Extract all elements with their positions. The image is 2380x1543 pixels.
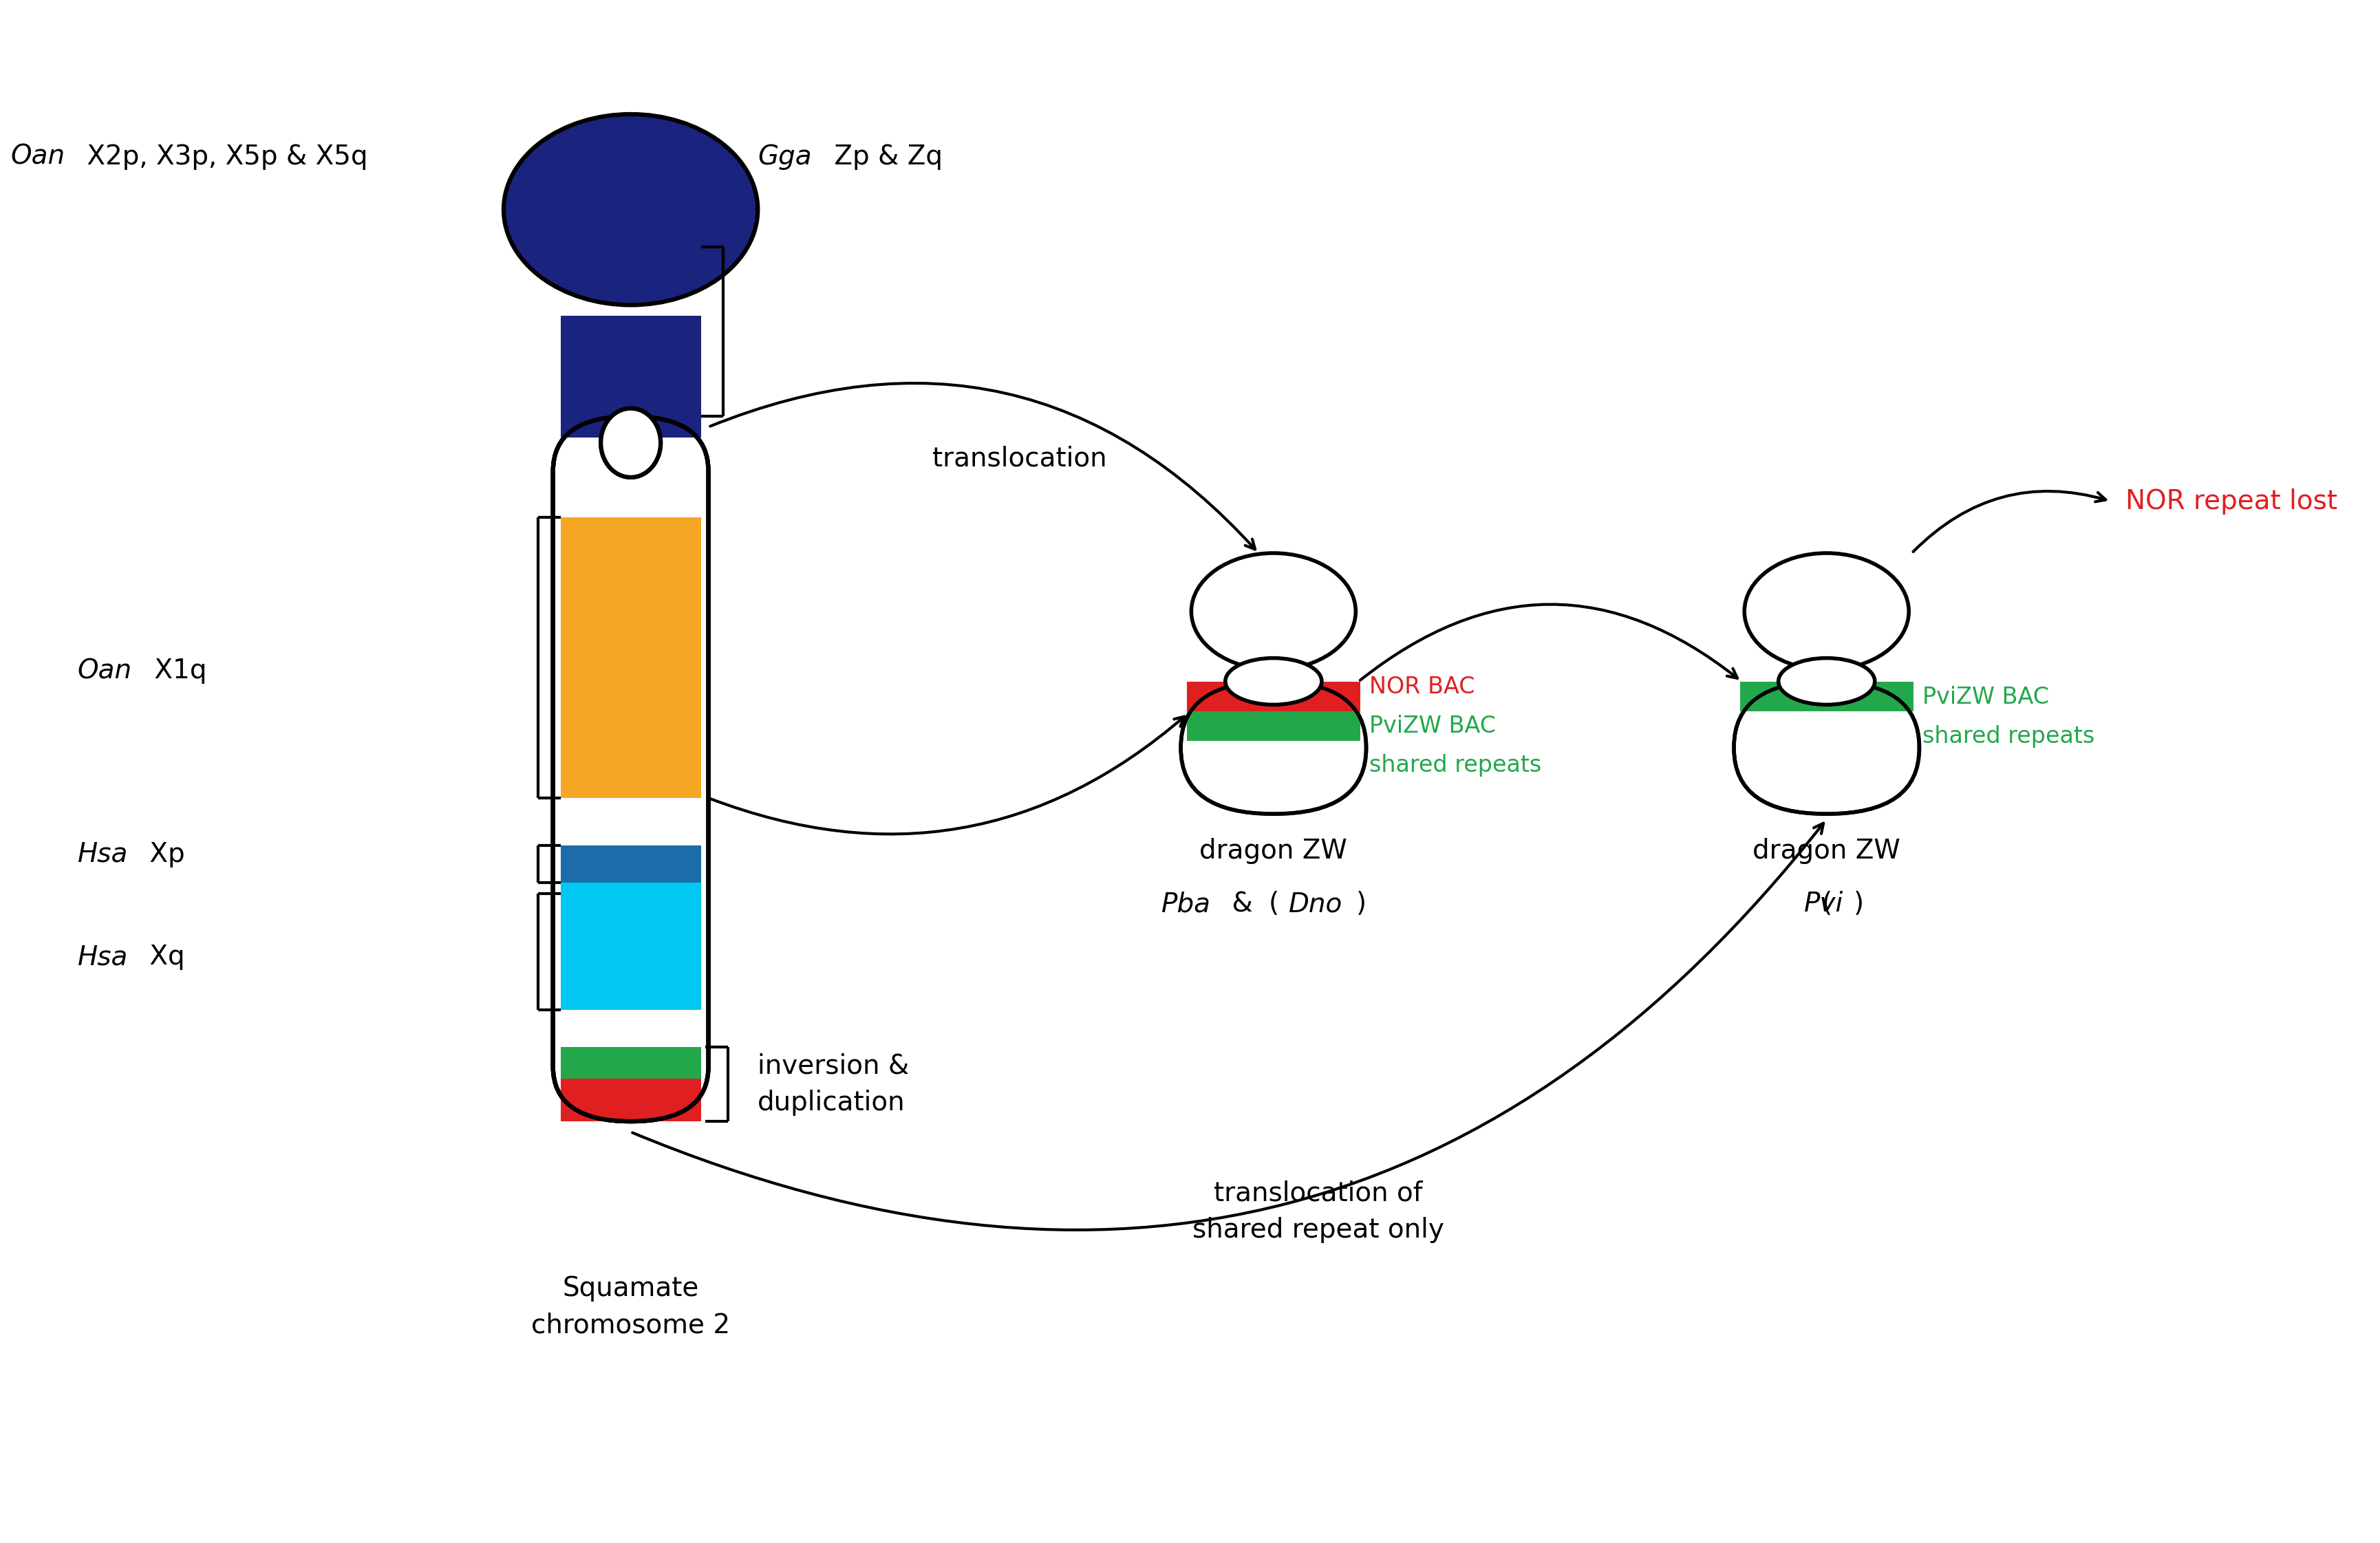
Bar: [559, 1048, 702, 1079]
Text: ): ): [1854, 890, 1864, 917]
Text: NOR BAC: NOR BAC: [1368, 676, 1476, 697]
Text: shared repeats: shared repeats: [1923, 725, 2094, 748]
Text: Hsa: Hsa: [79, 841, 129, 867]
Text: Oan: Oan: [10, 143, 64, 170]
Bar: [1188, 711, 1361, 741]
Ellipse shape: [1192, 552, 1357, 670]
Text: Pvi: Pvi: [1804, 890, 1844, 917]
Text: Xq: Xq: [140, 944, 186, 971]
Text: ): ): [1357, 890, 1366, 917]
FancyBboxPatch shape: [1180, 682, 1366, 813]
Text: dragon ZW: dragon ZW: [1752, 838, 1902, 864]
Bar: [1740, 682, 1914, 711]
Ellipse shape: [505, 114, 757, 306]
Text: X2p, X3p, X5p & X5q: X2p, X3p, X5p & X5q: [79, 143, 369, 170]
Text: translocation of
shared repeat only: translocation of shared repeat only: [1192, 1180, 1445, 1242]
Text: inversion &
duplication: inversion & duplication: [757, 1052, 909, 1116]
Ellipse shape: [1226, 657, 1321, 705]
Bar: [559, 384, 702, 438]
Text: Oan: Oan: [79, 657, 131, 684]
Text: PviZW BAC: PviZW BAC: [1368, 714, 1495, 738]
Text: (: (: [1821, 890, 1833, 917]
Ellipse shape: [600, 409, 662, 477]
Text: &: &: [1223, 890, 1261, 917]
Text: X1q: X1q: [145, 657, 207, 684]
Bar: [559, 1079, 702, 1122]
Bar: [1188, 682, 1361, 711]
FancyBboxPatch shape: [1735, 682, 1918, 813]
Ellipse shape: [600, 409, 662, 477]
Text: Squamate
chromosome 2: Squamate chromosome 2: [531, 1276, 731, 1338]
Text: Xp: Xp: [140, 841, 186, 867]
Ellipse shape: [1745, 552, 1909, 670]
Text: Hsa: Hsa: [79, 944, 129, 971]
Text: translocation: translocation: [933, 446, 1107, 472]
Text: Zp & Zq: Zp & Zq: [826, 143, 942, 170]
Text: Pba: Pba: [1161, 890, 1211, 917]
FancyBboxPatch shape: [552, 417, 709, 1122]
Text: shared repeats: shared repeats: [1368, 755, 1542, 776]
Bar: [559, 883, 702, 1011]
Text: NOR repeat lost: NOR repeat lost: [2125, 488, 2337, 514]
Text: Gga: Gga: [757, 143, 812, 170]
Text: dragon ZW: dragon ZW: [1200, 838, 1347, 864]
Bar: [559, 517, 702, 798]
Ellipse shape: [1778, 657, 1875, 705]
Text: PviZW BAC: PviZW BAC: [1923, 687, 2049, 708]
Bar: [559, 316, 702, 417]
Bar: [559, 846, 702, 883]
Text: (: (: [1269, 890, 1278, 917]
Text: Dno: Dno: [1288, 890, 1342, 917]
